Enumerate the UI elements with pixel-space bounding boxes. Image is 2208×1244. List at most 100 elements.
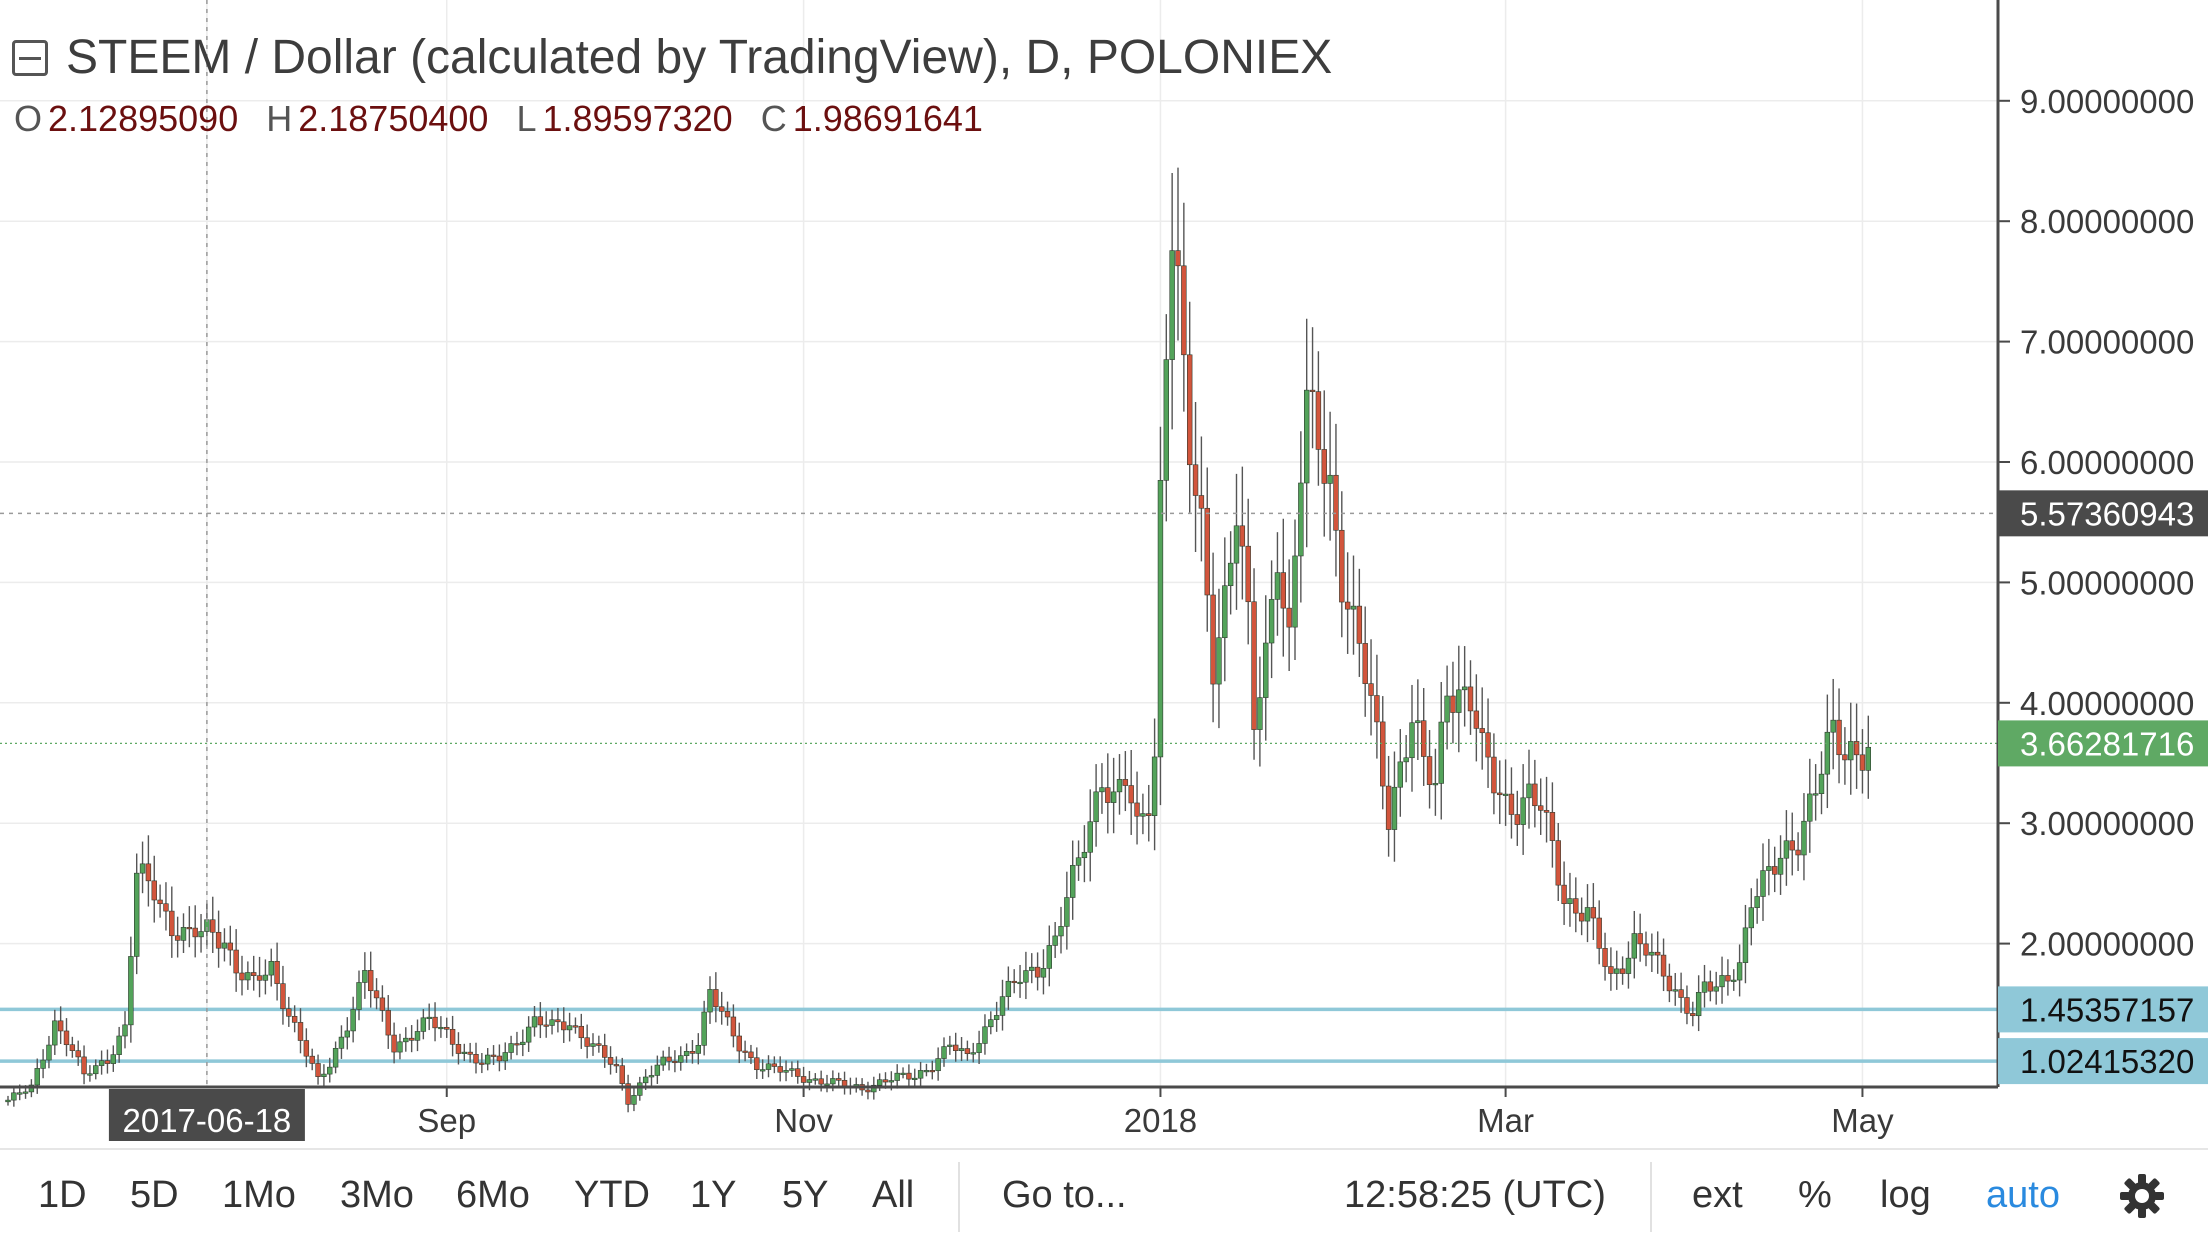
candle-down — [625, 1083, 631, 1105]
candle-up — [1304, 389, 1310, 484]
candles — [5, 167, 1872, 1113]
candle-down — [227, 942, 233, 951]
range-6mo-button[interactable]: 6Mo — [456, 1174, 530, 1216]
percent-toggle[interactable]: % — [1798, 1174, 1832, 1216]
range-ytd-button[interactable]: YTD — [574, 1174, 650, 1216]
candle-down — [748, 1051, 754, 1059]
candle-up — [525, 1026, 532, 1043]
candle-up — [1766, 866, 1772, 871]
candle-up — [683, 1051, 690, 1056]
candle-up — [461, 1051, 467, 1054]
support-price-label: 1.45357157 — [2020, 991, 2194, 1028]
goto-button[interactable]: Go to... — [1002, 1174, 1127, 1216]
candle-down — [1450, 695, 1456, 713]
candle-up — [970, 1052, 976, 1055]
candle-up — [759, 1069, 766, 1072]
candle-down — [1011, 980, 1017, 984]
candle-up — [1292, 555, 1298, 628]
candle-up — [1760, 870, 1766, 897]
candle-down — [689, 1051, 696, 1054]
candle-down — [1859, 754, 1866, 771]
candle-up — [1719, 975, 1725, 988]
candle-up — [654, 1064, 661, 1076]
candle-down — [1543, 810, 1550, 813]
collapse-icon[interactable] — [12, 39, 48, 76]
candle-down — [104, 1060, 111, 1064]
range-1d-button[interactable]: 1D — [38, 1174, 87, 1216]
candle-down — [1707, 981, 1714, 992]
candle-up — [5, 1099, 11, 1103]
chart-overlay — [0, 0, 1998, 1087]
candle-up — [765, 1063, 772, 1070]
candle-up — [1087, 821, 1093, 853]
candle-down — [1795, 849, 1801, 856]
log-toggle[interactable]: log — [1880, 1174, 1931, 1216]
candle-up — [1075, 857, 1082, 866]
candle-down — [1128, 785, 1134, 804]
candle-down — [444, 1026, 450, 1030]
range-5y-button[interactable]: 5Y — [782, 1174, 829, 1216]
candle-up — [332, 1048, 339, 1068]
candle-down — [718, 1006, 725, 1012]
candle-down — [303, 1040, 310, 1057]
candle-down — [1590, 907, 1597, 919]
candle-up — [1268, 599, 1275, 644]
candle-down — [1725, 975, 1731, 982]
candle-up — [426, 1016, 432, 1019]
candle-down — [63, 1030, 70, 1046]
last-price-label: 3.66281716 — [2020, 725, 2194, 762]
candle-up — [40, 1059, 46, 1069]
gear-icon[interactable] — [2118, 1172, 2166, 1220]
candle-down — [57, 1020, 64, 1032]
bottom-toolbar: 1D 5D 1Mo 3Mo 6Mo YTD 1Y 5Y All Go to...… — [0, 1148, 2208, 1244]
time-tick-label: Mar — [1477, 1102, 1534, 1139]
candle-down — [274, 961, 280, 984]
candle-down — [818, 1078, 824, 1085]
range-1mo-button[interactable]: 1Mo — [222, 1174, 296, 1216]
ohlc-legend: O 2.12895090 H 2.18750400 L 1.89597320 C 1.9… — [14, 98, 1001, 140]
candle-up — [1801, 820, 1807, 856]
candle-down — [1181, 265, 1187, 356]
candle-up — [531, 1016, 538, 1028]
candle-up — [1456, 689, 1462, 713]
candle-down — [496, 1055, 503, 1062]
candle-down — [1853, 741, 1860, 756]
candle-up — [789, 1068, 795, 1071]
candle-up — [1631, 933, 1638, 959]
candle-down — [754, 1057, 760, 1071]
candle-up — [268, 961, 274, 976]
candle-down — [1485, 732, 1491, 758]
candle-up — [1461, 686, 1468, 691]
candle-down — [543, 1024, 549, 1027]
chart-grid — [0, 0, 1998, 1087]
candle-up — [1099, 787, 1105, 793]
candle-down — [215, 931, 222, 949]
candle-down — [1497, 792, 1503, 796]
range-5d-button[interactable]: 5D — [130, 1174, 179, 1216]
candle-down — [713, 989, 719, 1008]
candle-down — [1573, 898, 1579, 914]
candle-up — [1438, 721, 1444, 784]
candle-up — [1736, 962, 1743, 981]
candle-up — [221, 942, 228, 949]
range-3mo-button[interactable]: 3Mo — [340, 1174, 414, 1216]
candle-down — [1549, 812, 1556, 841]
ext-toggle[interactable]: ext — [1692, 1174, 1743, 1216]
candle-up — [1157, 480, 1164, 758]
candle-up — [1140, 813, 1146, 817]
candle-up — [245, 972, 251, 981]
range-all-button[interactable]: All — [872, 1174, 915, 1216]
candle-down — [777, 1066, 783, 1073]
auto-toggle[interactable]: auto — [1986, 1174, 2060, 1216]
candle-up — [993, 1015, 1000, 1020]
candle-down — [1772, 866, 1778, 875]
candle-down — [291, 1016, 298, 1023]
price-tick-label: 7.00000000 — [2020, 324, 2194, 361]
support-price-label-bg — [1998, 986, 2208, 1033]
range-1y-button[interactable]: 1Y — [690, 1174, 737, 1216]
price-axis[interactable]: 9.00000000 8.00000000 7.00000000 6.00000000… — [1996, 0, 2208, 1087]
time-tick-label: 2018 — [1124, 1102, 1197, 1139]
time-axis[interactable]: Sep Nov 2018 Mar May 2017-06-18 — [0, 1085, 1998, 1141]
utc-clock[interactable]: 12:58:25 (UTC) — [1344, 1174, 1606, 1216]
